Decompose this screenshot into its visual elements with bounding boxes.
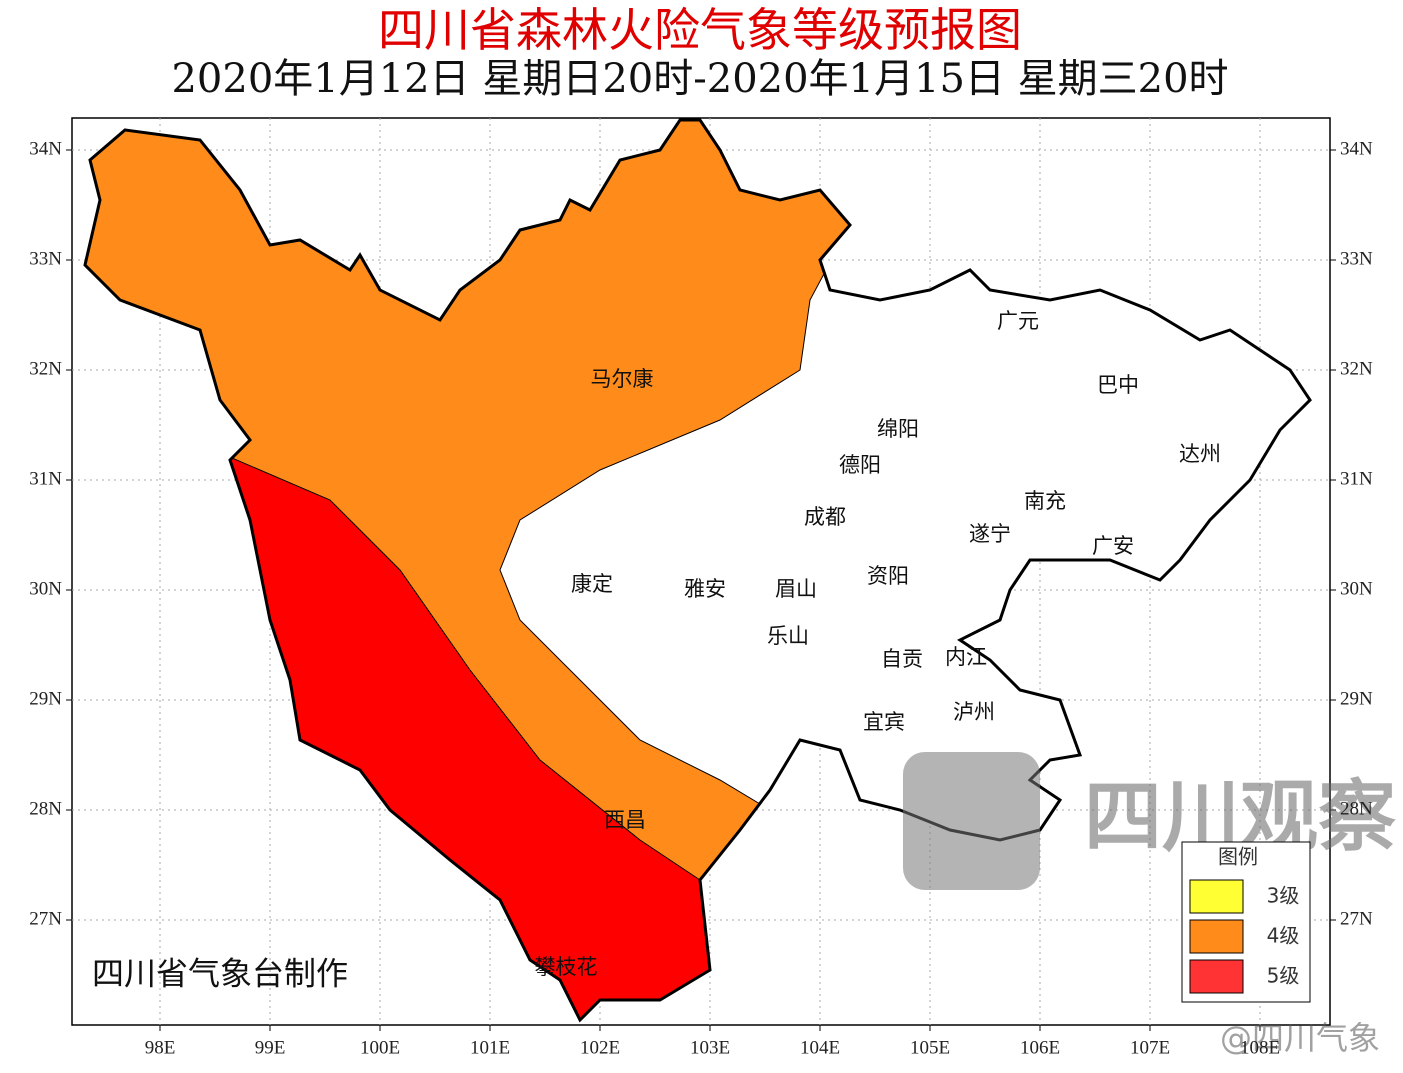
lon-tick-label: 108E — [1240, 1037, 1280, 1058]
lat-tick-label: 28N — [1340, 798, 1373, 819]
city: 广安 — [1092, 534, 1134, 558]
city: 广元 — [997, 309, 1039, 333]
city: 绵阳 — [877, 417, 919, 441]
lat-tick-label: 27N — [29, 908, 62, 929]
city: 西昌 — [604, 808, 646, 832]
legend: 图例 3级 4级 5级 — [1181, 841, 1311, 1003]
lon-tick-label: 100E — [360, 1037, 400, 1058]
city: 乐山 — [767, 624, 809, 648]
lat-tick-label: 30N — [1340, 578, 1373, 599]
legend-swatch — [1189, 959, 1244, 994]
lat-tick-label: 33N — [1340, 248, 1373, 269]
lat-tick-label: 31N — [29, 468, 62, 489]
city: 内江 — [945, 645, 987, 669]
legend-label: 3级 — [1267, 884, 1300, 908]
lat-tick-label: 28N — [29, 798, 62, 819]
lat-tick-label: 33N — [29, 248, 62, 269]
lon-tick-label: 103E — [690, 1037, 730, 1058]
lon-tick-label: 104E — [800, 1037, 840, 1058]
legend-label: 4级 — [1267, 924, 1300, 948]
legend-title: 图例 — [1218, 845, 1258, 869]
lon-tick-label: 105E — [910, 1037, 950, 1058]
city: 南充 — [1024, 489, 1066, 513]
lon-tick-label: 106E — [1020, 1037, 1060, 1058]
lat-tick-label: 32N — [29, 358, 62, 379]
city: 德阳 — [839, 453, 881, 477]
subtitle: 2020年1月12日 星期日20时-2020年1月15日 星期三20时 — [171, 56, 1228, 102]
watermark-account: @四川气象 — [1220, 1019, 1380, 1057]
lat-tick-label: 27N — [1340, 908, 1373, 929]
city: 康定 — [571, 572, 613, 596]
lon-tick-label: 101E — [470, 1037, 510, 1058]
city: 资阳 — [867, 564, 909, 588]
lat-tick-label: 31N — [1340, 468, 1373, 489]
lon-tick-label: 99E — [255, 1037, 286, 1058]
lat-tick-label: 34N — [1340, 138, 1373, 159]
city: 巴中 — [1097, 373, 1139, 397]
city: 马尔康 — [591, 367, 654, 391]
city: 达州 — [1179, 442, 1221, 466]
city-labels: 广元 巴中 马尔康 绵阳 德阳 达州 南充 成都 遂宁 广安 康定 雅安 眉山 … — [535, 309, 1222, 979]
city: 成都 — [804, 505, 846, 529]
lat-tick-label: 30N — [29, 578, 62, 599]
lon-tick-label: 102E — [580, 1037, 620, 1058]
city: 雅安 — [684, 577, 726, 601]
lat-tick-label: 32N — [1340, 358, 1373, 379]
lat-tick-label: 29N — [29, 688, 62, 709]
watermark-badge — [903, 752, 1040, 890]
credit: 四川省气象台制作 — [92, 955, 348, 993]
lat-tick-label: 29N — [1340, 688, 1373, 709]
legend-swatch — [1189, 879, 1244, 914]
legend-label: 5级 — [1267, 964, 1300, 988]
lon-tick-label: 107E — [1130, 1037, 1170, 1058]
city: 泸州 — [953, 700, 995, 724]
city: 眉山 — [775, 577, 817, 601]
lon-tick-label: 98E — [145, 1037, 176, 1058]
city: 自贡 — [881, 647, 923, 671]
title: 四川省森林火险气象等级预报图 — [378, 3, 1022, 57]
city: 攀枝花 — [535, 955, 598, 979]
city: 遂宁 — [969, 522, 1011, 546]
lat-tick-label: 34N — [29, 138, 62, 159]
city: 宜宾 — [863, 710, 905, 734]
legend-swatch — [1189, 919, 1244, 954]
